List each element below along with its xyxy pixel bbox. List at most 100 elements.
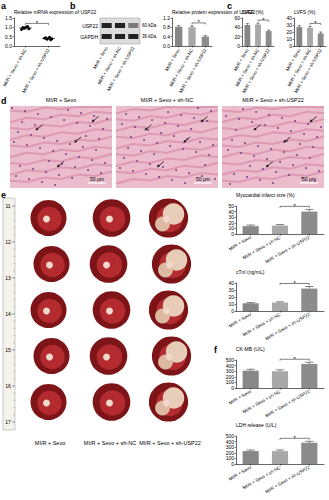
svg-text:Myocardial infarct size (%): Myocardial infarct size (%) — [236, 192, 295, 198]
svg-text:c: c — [227, 1, 232, 11]
svg-text:MI/R + Sevo + sh-USP22: MI/R + Sevo + sh-USP22 — [264, 235, 311, 265]
svg-text:USP22: USP22 — [82, 23, 98, 29]
svg-text:10: 10 — [228, 225, 234, 231]
svg-text:200: 200 — [226, 374, 235, 380]
svg-text:MI/R + Sevo: MI/R + Sevo — [228, 312, 252, 329]
svg-text:MI/R + Sevo + sh-NC: MI/R + Sevo + sh-NC — [84, 440, 136, 446]
svg-text:0: 0 — [231, 231, 234, 237]
svg-text:300: 300 — [226, 368, 235, 374]
svg-text:MI/R + Sevo + sh-USP22: MI/R + Sevo + sh-USP22 — [264, 465, 311, 495]
svg-text:20: 20 — [228, 220, 234, 226]
svg-text:15: 15 — [5, 347, 11, 353]
svg-text:36 kDa: 36 kDa — [142, 34, 157, 39]
svg-text:0: 0 — [231, 385, 234, 391]
svg-text:MI/R + Sevo + sh-USP22: MI/R + Sevo + sh-USP22 — [264, 389, 311, 419]
svg-text:1.5: 1.5 — [5, 15, 12, 21]
svg-text:30: 30 — [286, 22, 292, 28]
svg-text:MI/R + Sevo + sh-USP22: MI/R + Sevo + sh-USP22 — [293, 47, 323, 94]
svg-text:MI/R + Sevo: MI/R + Sevo — [35, 440, 65, 446]
svg-text:40: 40 — [286, 15, 292, 21]
svg-text:MI/R + Sevo + sh-NC: MI/R + Sevo + sh-NC — [169, 47, 195, 87]
svg-text:*: * — [197, 19, 200, 25]
svg-text:MI/R + Sevo: MI/R + Sevo — [228, 235, 252, 252]
svg-text:*: * — [293, 435, 296, 441]
svg-text:LVEF (%): LVEF (%) — [242, 9, 264, 15]
svg-text:40: 40 — [228, 280, 234, 286]
svg-text:MI/R + Sevo: MI/R + Sevo — [228, 465, 252, 482]
svg-text:0.4: 0.4 — [163, 34, 170, 40]
svg-text:MI/R + Sevo: MI/R + Sevo — [228, 389, 252, 406]
svg-text:0.0: 0.0 — [163, 43, 170, 49]
svg-text:*: * — [36, 20, 39, 26]
svg-text:*: * — [293, 356, 296, 362]
svg-text:300: 300 — [226, 444, 235, 450]
svg-text:400: 400 — [226, 363, 235, 369]
svg-text:14: 14 — [5, 311, 11, 317]
svg-text:0.5: 0.5 — [5, 34, 12, 40]
svg-text:0.0: 0.0 — [5, 43, 12, 49]
svg-text:LDH release (U/L): LDH release (U/L) — [236, 422, 277, 428]
svg-text:MI/R + Sevo + sh-NC: MI/R + Sevo + sh-NC — [141, 97, 193, 103]
svg-text:13: 13 — [5, 275, 11, 281]
svg-text:MI/R + Sevo + sh-NC: MI/R + Sevo + sh-NC — [241, 234, 282, 261]
svg-text:11: 11 — [5, 203, 10, 209]
svg-text:1.2: 1.2 — [163, 15, 170, 21]
svg-text:a: a — [1, 1, 7, 11]
svg-text:f: f — [214, 345, 218, 355]
svg-text:30: 30 — [228, 287, 234, 293]
svg-text:100: 100 — [226, 455, 235, 461]
svg-text:16: 16 — [5, 383, 11, 389]
svg-text:MI/R + Sevo + sh-USP22: MI/R + Sevo + sh-USP22 — [21, 47, 51, 94]
svg-text:MI/R + Sevo + sh-NC: MI/R + Sevo + sh-NC — [234, 47, 261, 88]
svg-text:0.8: 0.8 — [163, 24, 170, 30]
svg-text:1.0: 1.0 — [5, 24, 12, 30]
svg-text:e: e — [1, 190, 6, 200]
svg-text:30: 30 — [228, 214, 234, 220]
svg-text:*: * — [314, 20, 317, 26]
svg-text:0: 0 — [231, 461, 234, 467]
svg-text:MI/R + Sevo + sh-USP22: MI/R + Sevo + sh-USP22 — [242, 97, 304, 103]
svg-text:100: 100 — [226, 379, 235, 385]
svg-text:MI/R + Sevo + sh-USP22: MI/R + Sevo + sh-USP22 — [139, 440, 201, 446]
svg-text:60 kDa: 60 kDa — [142, 23, 157, 28]
svg-text:60: 60 — [234, 15, 240, 21]
svg-text:GAPDH: GAPDH — [80, 34, 98, 40]
svg-text:MI/R + Sevo + sh-NC: MI/R + Sevo + sh-NC — [2, 47, 28, 87]
svg-text:MI/R + Sevo + sh-NC: MI/R + Sevo + sh-NC — [97, 45, 123, 85]
svg-text:*: * — [293, 203, 296, 209]
svg-text:50 μm: 50 μm — [302, 176, 316, 182]
svg-text:MI/R + Sevo + sh-USP22: MI/R + Sevo + sh-USP22 — [264, 312, 311, 342]
svg-text:10: 10 — [228, 301, 234, 307]
svg-text:0: 0 — [237, 43, 240, 49]
svg-text:200: 200 — [226, 450, 235, 456]
svg-text:Relative mRNA expression of US: Relative mRNA expression of USP22 — [14, 9, 96, 15]
svg-text:MI/R + Sevo + sh-USP22: MI/R + Sevo + sh-USP22 — [106, 45, 136, 92]
svg-text:500: 500 — [226, 433, 235, 439]
svg-text:d: d — [1, 96, 7, 106]
svg-text:0: 0 — [231, 308, 234, 314]
svg-text:50 μm: 50 μm — [90, 176, 104, 182]
svg-text:50: 50 — [228, 203, 234, 209]
svg-text:MI/R + Sevo + sh-USP22: MI/R + Sevo + sh-USP22 — [178, 47, 208, 94]
svg-text:40: 40 — [228, 209, 234, 215]
svg-text:MI/R + Sevo + sh-NC: MI/R + Sevo + sh-NC — [286, 47, 313, 88]
svg-text:12: 12 — [5, 239, 11, 245]
svg-text:*: * — [293, 280, 296, 286]
svg-text:10: 10 — [286, 36, 292, 42]
svg-text:17: 17 — [5, 419, 11, 425]
svg-text:20: 20 — [234, 34, 240, 40]
svg-text:400: 400 — [226, 439, 235, 445]
svg-text:MI/R + Sevo: MI/R + Sevo — [46, 97, 76, 103]
svg-text:MI/R + Sevo + sh-USP22: MI/R + Sevo + sh-USP22 — [241, 47, 271, 94]
svg-text:40: 40 — [234, 24, 240, 30]
svg-text:50 μm: 50 μm — [196, 176, 210, 182]
svg-text:*: * — [262, 17, 265, 23]
svg-text:CK-MB (U/L): CK-MB (U/L) — [236, 346, 265, 352]
svg-text:LVFS (%): LVFS (%) — [294, 9, 316, 15]
svg-text:0: 0 — [289, 43, 292, 49]
svg-text:500: 500 — [226, 357, 235, 363]
svg-text:20: 20 — [286, 29, 292, 35]
svg-text:cTnI (ng/mL): cTnI (ng/mL) — [236, 269, 265, 275]
svg-text:20: 20 — [228, 294, 234, 300]
svg-text:b: b — [70, 1, 76, 11]
